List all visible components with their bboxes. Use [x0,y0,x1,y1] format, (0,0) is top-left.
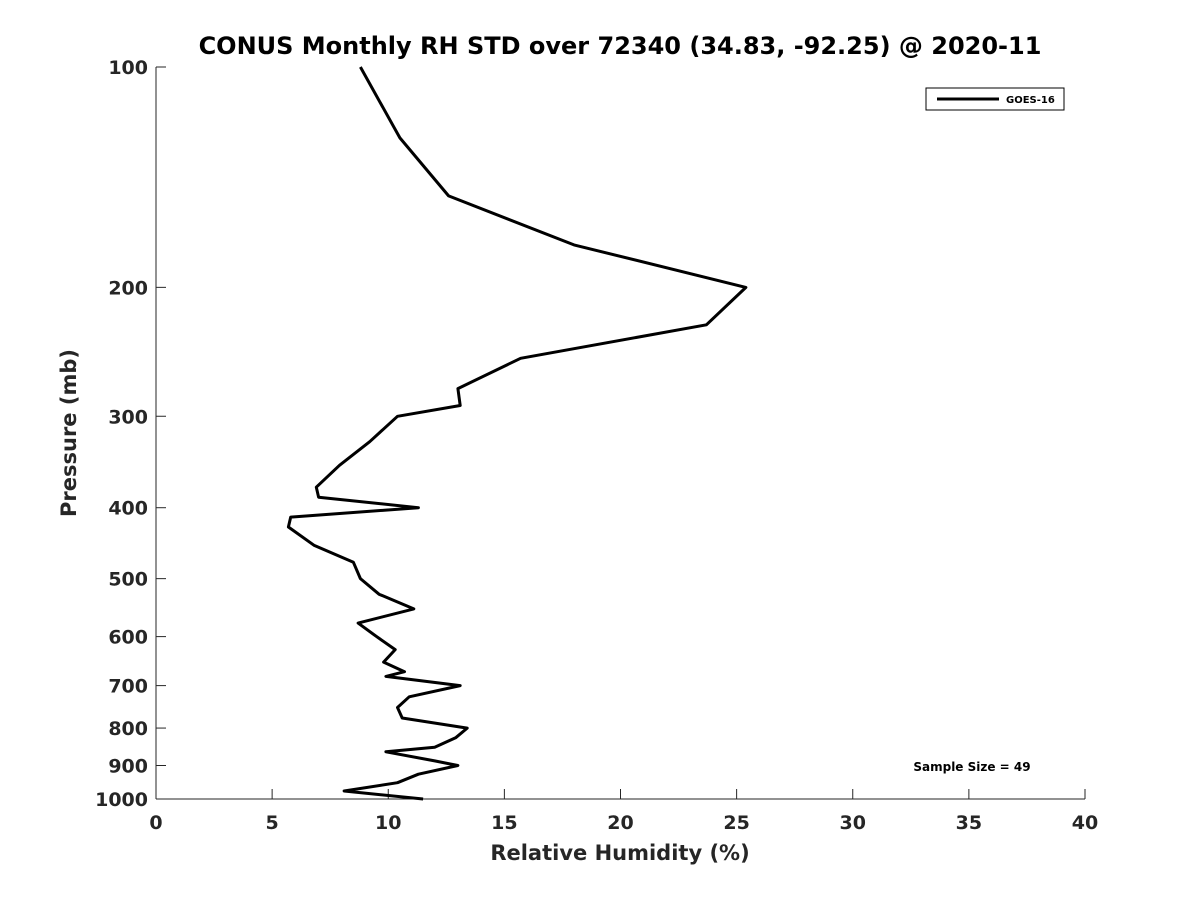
y-tick-label: 700 [108,676,148,698]
y-tick-label: 500 [108,569,148,591]
series-line-goes-16 [286,66,748,801]
legend: GOES-16 [925,87,1065,111]
x-tick-label: 30 [840,812,866,834]
y-tick-label: 1000 [95,789,148,811]
y-tick-label: 400 [108,498,148,520]
x-tick-label: 35 [956,812,982,834]
x-tick-label: 15 [491,812,517,834]
x-tick-label: 20 [607,812,633,834]
x-tick-label: 0 [149,812,162,834]
x-tick-label: 40 [1072,812,1098,834]
y-axis-label: Pressure (mb) [57,349,81,517]
y-tick-label: 100 [108,57,148,79]
x-axis-label: Relative Humidity (%) [490,841,749,865]
y-tick-label: 300 [108,406,148,428]
x-tick-label: 5 [266,812,279,834]
axes: 0 5 10 15 20 25 30 35 40 100 200 300 400 500 600 700 800… [95,57,1098,834]
y-tick-label: 600 [108,627,148,649]
y-tick-label: 900 [108,756,148,778]
x-tick-label: 10 [375,812,401,834]
sample-size-annotation: Sample Size = 49 [913,760,1030,774]
x-tick-label: 25 [723,812,749,834]
y-tick-label: 200 [108,277,148,299]
y-tick-label: 800 [108,718,148,740]
legend-label-goes-16: GOES-16 [1006,95,1055,106]
chart-title: CONUS Monthly RH STD over 72340 (34.83, … [199,32,1042,60]
